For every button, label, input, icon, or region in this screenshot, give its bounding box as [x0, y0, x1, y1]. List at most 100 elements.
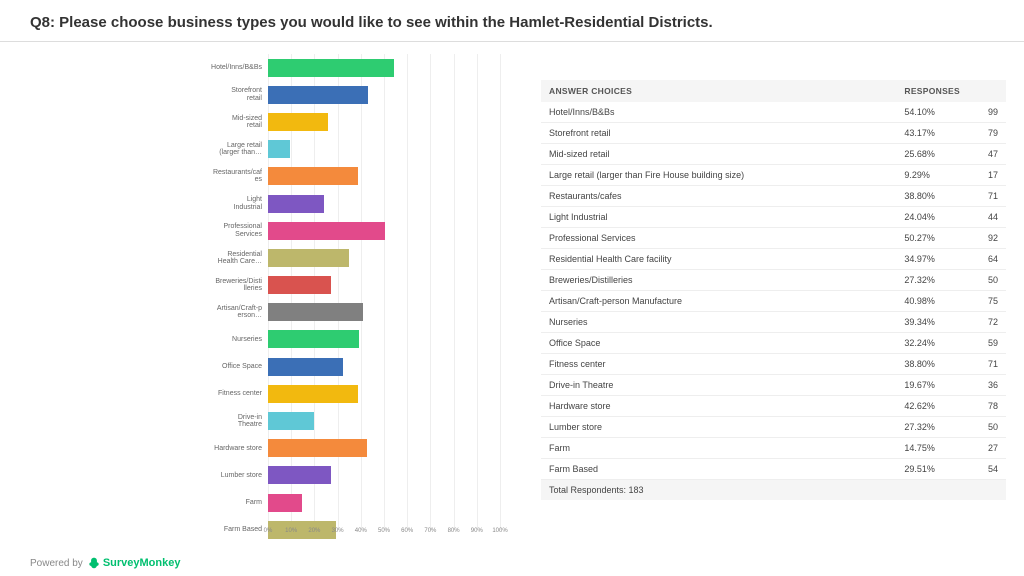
cell-label: Light Industrial [541, 207, 896, 228]
cell-percent: 25.68% [896, 144, 968, 165]
cell-count: 64 [968, 249, 1006, 270]
cell-label: Restaurants/cafes [541, 186, 896, 207]
chart-row: Lumber store [0, 462, 505, 489]
chart-bar [268, 330, 359, 348]
table-row: Storefront retail43.17%79 [541, 123, 1006, 144]
cell-count: 36 [968, 375, 1006, 396]
table-row: Farm Based29.51%54 [541, 459, 1006, 480]
cell-label: Mid-sized retail [541, 144, 896, 165]
chart-x-axis: 0%10%20%30%40%50%60%70%80%90%100% [268, 528, 500, 540]
chart-bar-label: ProfessionalServices [0, 223, 268, 238]
powered-by-label: Powered by [30, 558, 83, 569]
cell-label: Nurseries [541, 312, 896, 333]
chart-bar [268, 59, 394, 77]
surveymonkey-logo: SurveyMonkey [87, 556, 181, 570]
cell-count: 17 [968, 165, 1006, 186]
axis-tick-label: 40% [355, 528, 367, 534]
chart-bar-label: Farm [0, 499, 268, 506]
cell-count: 99 [968, 102, 1006, 123]
question-title: Q8: Please choose business types you wou… [30, 14, 994, 31]
cell-count: 92 [968, 228, 1006, 249]
col-header-responses: RESPONSES [896, 80, 968, 102]
cell-percent: 29.51% [896, 459, 968, 480]
table-row: Artisan/Craft-person Manufacture40.98%75 [541, 291, 1006, 312]
chart-bar-track [268, 494, 500, 512]
cell-percent: 39.34% [896, 312, 968, 333]
cell-count: 72 [968, 312, 1006, 333]
cell-count: 50 [968, 417, 1006, 438]
chart-bar-label: Hardware store [0, 445, 268, 452]
cell-percent: 27.32% [896, 270, 968, 291]
axis-tick-label: 10% [285, 528, 297, 534]
table-row: Lumber store27.32%50 [541, 417, 1006, 438]
cell-count: 78 [968, 396, 1006, 417]
cell-percent: 9.29% [896, 165, 968, 186]
chart-bar-track [268, 412, 500, 430]
cell-count: 71 [968, 186, 1006, 207]
chart-bar-label: Drive-inTheatre [0, 414, 268, 429]
chart-bar-label: Mid-sizedretail [0, 115, 268, 130]
cell-label: Large retail (larger than Fire House bui… [541, 165, 896, 186]
chart-bar-track [268, 195, 500, 213]
chart-bar [268, 167, 358, 185]
chart-bar-label: Restaurants/cafes [0, 169, 268, 184]
chart-row: Farm [0, 489, 505, 516]
col-header-choices: ANSWER CHOICES [541, 80, 896, 102]
chart-bar-track [268, 439, 500, 457]
chart-bar [268, 385, 358, 403]
axis-tick-label: 20% [308, 528, 320, 534]
chart-row: Restaurants/cafes [0, 163, 505, 190]
chart-row: Large retail(larger than… [0, 136, 505, 163]
table-row: Residential Health Care facility34.97%64 [541, 249, 1006, 270]
chart-bar [268, 358, 343, 376]
cell-label: Artisan/Craft-person Manufacture [541, 291, 896, 312]
table-row: Farm14.75%27 [541, 438, 1006, 459]
chart-bar-label: LightIndustrial [0, 196, 268, 211]
chart-rows: Hotel/Inns/B&BsStorefrontretailMid-sized… [0, 54, 505, 543]
chart-row: Office Space [0, 353, 505, 380]
chart-row: ResidentialHealth Care… [0, 244, 505, 271]
chart-row: Drive-inTheatre [0, 407, 505, 434]
cell-label: Drive-in Theatre [541, 375, 896, 396]
brand-text: SurveyMonkey [103, 557, 181, 569]
cell-percent: 50.27% [896, 228, 968, 249]
chart-row: ProfessionalServices [0, 217, 505, 244]
axis-tick-label: 0% [264, 528, 273, 534]
chart-bar-label: Fitness center [0, 390, 268, 397]
bar-chart: Hotel/Inns/B&BsStorefrontretailMid-sized… [0, 42, 505, 542]
axis-tick-label: 80% [448, 528, 460, 534]
table-header-row: ANSWER CHOICES RESPONSES [541, 80, 1006, 102]
responses-table-area: ANSWER CHOICES RESPONSES Hotel/Inns/B&Bs… [505, 42, 1024, 542]
axis-tick-label: 70% [424, 528, 436, 534]
cell-label: Professional Services [541, 228, 896, 249]
responses-table: ANSWER CHOICES RESPONSES Hotel/Inns/B&Bs… [541, 80, 1006, 500]
cell-label: Lumber store [541, 417, 896, 438]
cell-percent: 40.98% [896, 291, 968, 312]
chart-bar [268, 276, 331, 294]
cell-count: 47 [968, 144, 1006, 165]
cell-label: Residential Health Care facility [541, 249, 896, 270]
chart-bar-track [268, 303, 500, 321]
chart-bar-label: ResidentialHealth Care… [0, 251, 268, 266]
content-area: Hotel/Inns/B&BsStorefrontretailMid-sized… [0, 42, 1024, 542]
axis-tick-label: 90% [471, 528, 483, 534]
footer: Powered by SurveyMonkey [30, 556, 180, 570]
chart-bar-track [268, 466, 500, 484]
chart-row: Breweries/Distilleries [0, 272, 505, 299]
chart-bar-track [268, 86, 500, 104]
chart-bar [268, 249, 349, 267]
chart-bar-track [268, 358, 500, 376]
chart-bar-track [268, 59, 500, 77]
cell-percent: 32.24% [896, 333, 968, 354]
chart-bar [268, 466, 331, 484]
cell-count: 44 [968, 207, 1006, 228]
axis-tick-label: 60% [401, 528, 413, 534]
chart-bar [268, 195, 324, 213]
cell-percent: 27.32% [896, 417, 968, 438]
chart-bar [268, 439, 367, 457]
cell-count: 54 [968, 459, 1006, 480]
chart-bar-track [268, 249, 500, 267]
chart-bar [268, 140, 290, 158]
question-header: Q8: Please choose business types you wou… [0, 0, 1024, 42]
axis-tick-label: 100% [492, 528, 507, 534]
